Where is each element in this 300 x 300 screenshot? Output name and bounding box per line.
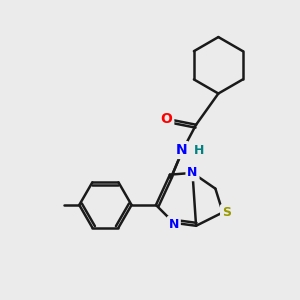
Text: N: N [187, 167, 198, 179]
Text: N: N [169, 218, 179, 231]
Text: H: H [194, 144, 204, 157]
Text: S: S [222, 206, 231, 219]
Text: O: O [160, 112, 172, 126]
Text: N: N [176, 143, 187, 157]
